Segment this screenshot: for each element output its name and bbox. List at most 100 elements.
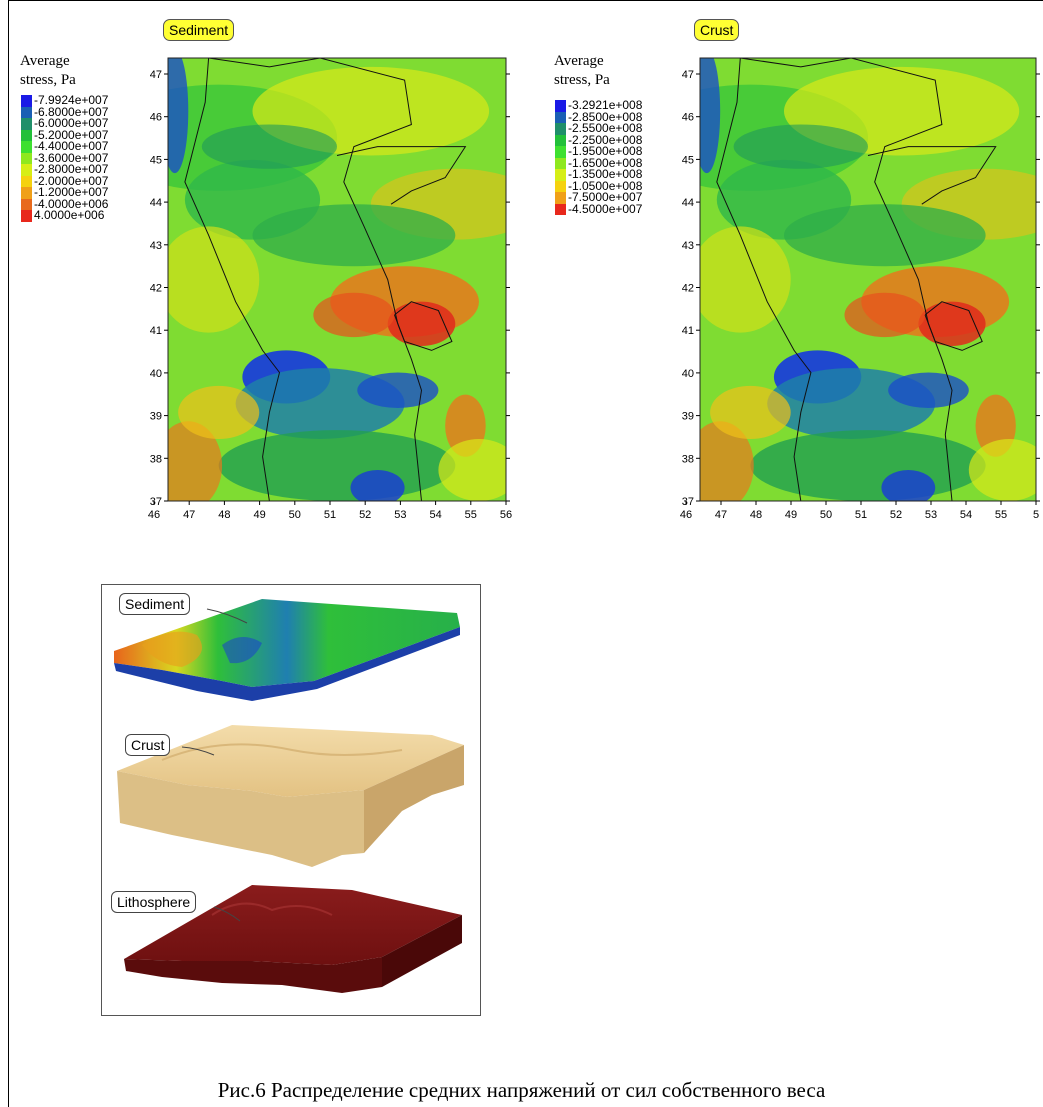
map-frame: [699, 57, 1037, 502]
x-tick-label: 52: [359, 509, 371, 521]
frame-top-border: [8, 0, 1043, 1]
lithosphere-layer-label: Lithosphere: [111, 891, 197, 913]
legend-entry: -1.9500e+008: [555, 144, 643, 158]
x-tick-label: 53: [925, 509, 937, 521]
legend-entry: -2.2500e+008: [555, 132, 643, 147]
legend-entry: -4.5000e+007: [555, 201, 643, 216]
layers-3d-panel: Sediment Crust Lithosphere: [101, 584, 481, 1016]
x-tick-label: 53: [394, 509, 406, 521]
legend-label: -1.6500e+008: [568, 155, 643, 170]
x-tick-label: 54: [960, 509, 972, 521]
x-tick-label: 52: [890, 509, 902, 521]
legend-title-line2: stress, Pa: [554, 72, 610, 88]
legend-swatch: [21, 164, 32, 176]
x-tick-label: 5: [1033, 509, 1039, 521]
legend-label: -1.2000e+007: [34, 185, 109, 199]
y-tick-label: 43: [150, 240, 162, 252]
lithosphere-slab: [124, 885, 462, 993]
y-tick-label: 45: [682, 154, 694, 166]
crust-layer-label: Crust: [125, 734, 171, 756]
sediment-leader-line: [206, 608, 248, 624]
legend-entry: -3.2921e+008: [555, 98, 643, 112]
legend-label: -5.2000e+007: [34, 127, 109, 142]
x-tick-label: 54: [429, 509, 441, 521]
sediment-legend: -7.9924e+007 -6.8000e+007 -6.0000e+007 -5.2…: [21, 93, 109, 222]
x-tick-label: 48: [218, 509, 230, 521]
legend-swatch: [555, 180, 566, 192]
legend-entry: -6.8000e+007: [21, 104, 109, 119]
y-tick-label: 44: [682, 197, 694, 209]
x-tick-label: 56: [500, 509, 512, 521]
figure-caption: Рис.6 Распределение средних напряжений о…: [217, 1078, 826, 1102]
y-tick-label: 41: [150, 325, 162, 337]
layers-3d-drawing: [114, 599, 464, 993]
legend-title-line2: stress, Pa: [20, 72, 76, 88]
legend-label: -4.5000e+007: [568, 201, 643, 216]
legend-entry: 4.0000e+006: [21, 208, 108, 222]
legend-label: -4.0000e+006: [34, 196, 109, 211]
x-tick-label: 47: [183, 509, 195, 521]
legend-label: -6.0000e+007: [34, 116, 109, 130]
y-tick-label: 38: [150, 453, 162, 465]
legend-swatch: [21, 141, 32, 153]
legend-entry: -1.2000e+007: [21, 185, 109, 199]
y-tick-label: 39: [682, 411, 694, 423]
legend-label: -7.5000e+007: [568, 190, 643, 204]
legend-swatch: [555, 203, 566, 215]
legend-label: -3.2921e+008: [568, 98, 643, 112]
legend-entry: -7.5000e+007: [555, 190, 643, 204]
legend-swatch: [21, 129, 32, 141]
legend-swatch: [21, 106, 32, 118]
sediment-legend-title: Average stress, Pa: [20, 52, 76, 90]
legend-swatch: [21, 210, 32, 222]
legend-entry: -2.8000e+007: [21, 163, 108, 176]
map-frame: [167, 57, 507, 502]
frame-left-border: [8, 0, 9, 1107]
x-tick-label: 51: [855, 509, 867, 521]
legend-label: -2.2500e+008: [568, 132, 643, 147]
legend-entry: -1.3500e+008: [555, 167, 643, 181]
legend-entry: -2.8500e+008: [555, 111, 642, 123]
x-tick-label: 50: [289, 509, 301, 521]
y-tick-label: 40: [682, 368, 694, 380]
legend-label: -2.5500e+008: [568, 121, 643, 135]
legend-entry: -1.6500e+008: [555, 155, 643, 170]
legend-swatch: [555, 146, 566, 158]
legend-label: -1.3500e+008: [568, 167, 643, 181]
y-tick-label: 37: [682, 496, 694, 508]
crust-map-badge: Crust: [694, 19, 740, 41]
legend-entry: -4.0000e+006: [21, 196, 109, 211]
y-tick-label: 40: [150, 368, 162, 380]
legend-title-line1: Average: [554, 53, 604, 69]
x-tick-label: 48: [750, 509, 762, 521]
legend-swatch: [555, 100, 566, 112]
x-tick-label: 55: [995, 509, 1007, 521]
legend-swatch: [21, 198, 32, 210]
legend-label: -7.9924e+007: [34, 93, 109, 107]
y-tick-label: 43: [682, 240, 694, 252]
x-tick-label: 49: [785, 509, 797, 521]
legend-label: 4.0000e+006: [34, 208, 105, 222]
sediment-slab: [114, 599, 460, 701]
x-tick-label: 46: [148, 509, 160, 521]
y-tick-label: 44: [150, 197, 162, 209]
stress-field: [168, 58, 506, 501]
legend-label: -6.8000e+007: [34, 104, 109, 119]
legend-swatch: [21, 118, 32, 130]
legend-swatch: [555, 169, 566, 181]
legend-swatch: [21, 152, 32, 164]
legend-title-line1: Average: [20, 53, 70, 69]
sediment-map-badge: Sediment: [163, 19, 235, 41]
legend-label: -4.4000e+007: [34, 139, 109, 153]
legend-entry: -6.0000e+007: [21, 116, 109, 130]
legend-swatch: [555, 134, 566, 146]
y-tick-label: 42: [682, 283, 694, 295]
y-tick-label: 37: [150, 496, 162, 508]
crust-slab: [117, 725, 464, 867]
legend-label: -1.9500e+008: [568, 144, 643, 158]
x-tick-label: 47: [715, 509, 727, 521]
sediment-layer-label: Sediment: [119, 593, 191, 615]
y-tick-label: 45: [150, 154, 162, 166]
